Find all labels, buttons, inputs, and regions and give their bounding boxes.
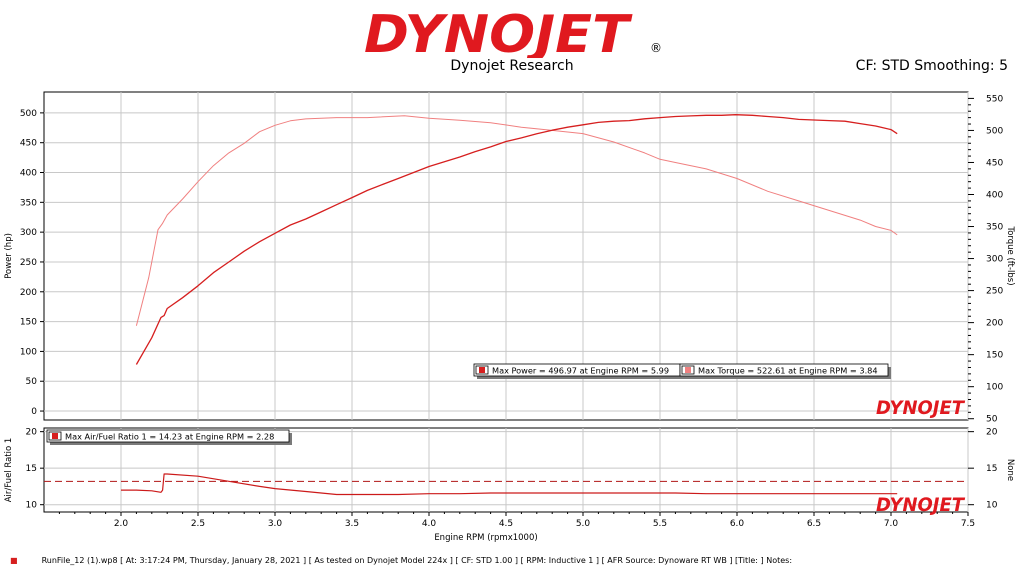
power-tick-label: 150 — [20, 318, 37, 328]
run-marker-icon: ■ — [10, 556, 18, 565]
torque-tick-label: 100 — [986, 383, 1003, 393]
rpm-tick-label: 4.0 — [422, 519, 437, 529]
torque-tick-label: 400 — [986, 191, 1003, 201]
afr-series-line — [121, 473, 898, 496]
rpm-tick-label: 5.5 — [653, 519, 667, 529]
legend-max-afr-swatch-fill — [52, 433, 58, 439]
power-tick-label: 100 — [20, 347, 37, 357]
rpm-tick-label: 2.0 — [114, 519, 129, 529]
legend-max-power-label: Max Power = 496.97 at Engine RPM = 5.99 — [492, 366, 669, 376]
afr-tick-label: 15 — [26, 464, 37, 474]
torque-tick-label: 300 — [986, 255, 1003, 265]
legend-max-torque-label: Max Torque = 522.61 at Engine RPM = 3.84 — [698, 366, 878, 376]
power-tick-label: 250 — [20, 258, 37, 268]
rpm-tick-label: 6.0 — [730, 519, 745, 529]
legend-max-afr-label: Max Air/Fuel Ratio 1 = 14.23 at Engine R… — [65, 432, 274, 442]
cf-smoothing-label: CF: STD Smoothing: 5 — [855, 58, 1008, 74]
legend-max-power-swatch-fill — [479, 367, 485, 373]
legend-max-afr — [46, 429, 290, 443]
afr-axis-label: Air/Fuel Ratio 1 — [4, 438, 14, 503]
rpm-tick-label: 5.0 — [576, 519, 591, 529]
run-info-text: RunFile_12 (1).wp8 [ At: 3:17:24 PM, Thu… — [41, 556, 793, 565]
none-axis-tick-label: 10 — [986, 501, 998, 511]
power-tick-label: 0 — [31, 407, 37, 417]
dynojet-logo: DYNOJET ® — [364, 6, 662, 58]
power-tick-label: 500 — [20, 109, 37, 119]
rpm-tick-label: 3.5 — [345, 519, 359, 529]
rpm-tick-label: 7.0 — [884, 519, 899, 529]
torque-tick-label: 350 — [986, 223, 1003, 233]
rpm-tick-label: 7.5 — [961, 519, 975, 529]
rpm-tick-label: 4.5 — [499, 519, 513, 529]
none-axis-tick-label: 20 — [986, 428, 998, 438]
torque-tick-label: 450 — [986, 158, 1003, 168]
legend-max-torque — [679, 363, 889, 377]
torque-tick-label: 200 — [986, 319, 1003, 329]
legend-max-torque-swatch-fill — [685, 367, 691, 373]
power-tick-label: 50 — [26, 377, 38, 387]
rpm-tick-label: 6.5 — [807, 519, 821, 529]
rpm-axis-label: Engine RPM (rpmx1000) — [434, 533, 537, 543]
power-tick-label: 450 — [20, 139, 37, 149]
rpm-tick-label: 3.0 — [268, 519, 283, 529]
report-title: Dynojet Research — [450, 58, 574, 74]
power-series-line — [135, 114, 898, 365]
power-tick-label: 400 — [20, 169, 37, 179]
dynojet-watermark-top: DYNOJET — [876, 397, 966, 419]
afr-tick-label: 10 — [26, 501, 38, 511]
power-tick-label: 200 — [20, 288, 37, 298]
none-axis-label: None — [1005, 459, 1015, 481]
run-info-footer: ■ RunFile_12 (1).wp8 [ At: 3:17:24 PM, Th… — [10, 556, 792, 565]
dynojet-watermark-bottom: DYNOJET — [876, 494, 966, 516]
registered-mark: ® — [650, 41, 662, 55]
torque-axis-label: Torque (ft-lbs) — [1005, 225, 1015, 285]
power-tick-label: 300 — [20, 228, 37, 238]
rpm-tick-label: 2.5 — [191, 519, 205, 529]
none-axis-tick-label: 15 — [986, 464, 997, 474]
torque-tick-label: 150 — [986, 351, 1003, 361]
torque-tick-label: 500 — [986, 126, 1003, 136]
torque-tick-label: 50 — [986, 415, 998, 425]
afr-tick-label: 20 — [26, 428, 38, 438]
power-tick-label: 350 — [20, 198, 37, 208]
power-axis-label: Power (hp) — [4, 233, 14, 279]
torque-series-line — [135, 115, 898, 326]
torque-tick-label: 250 — [986, 287, 1003, 297]
torque-tick-label: 550 — [986, 94, 1003, 104]
logo-wordmark: DYNOJET — [364, 6, 633, 58]
